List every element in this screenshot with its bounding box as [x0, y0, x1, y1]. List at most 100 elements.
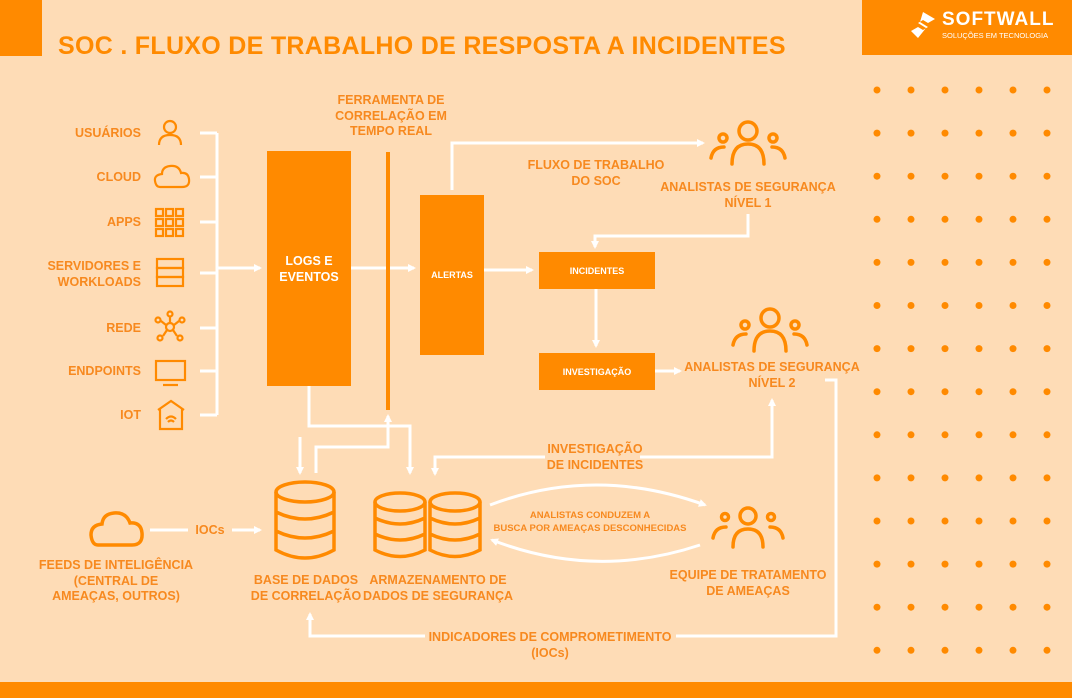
- decorative-dot: [907, 129, 915, 137]
- decorative-dot: [907, 560, 915, 568]
- label-line: FERRAMENTA DE: [337, 93, 445, 107]
- logs-events-line1: LOGS E: [285, 253, 333, 268]
- decorative-dot: [1043, 431, 1051, 439]
- decorative-dot: [975, 86, 983, 94]
- decorative-dot: [941, 86, 949, 94]
- decorative-dot: [1043, 302, 1051, 309]
- label-line: BUSCA POR AMEAÇAS DESCONHECIDAS: [493, 523, 687, 534]
- threat-team-label: EQUIPE DE TRATAMENTO DE AMEAÇAS: [670, 568, 827, 599]
- apps-grid-icon: [154, 207, 185, 238]
- decorative-dot: [1009, 215, 1017, 223]
- decorative-dot: [1043, 517, 1051, 525]
- user-icon: [157, 119, 183, 146]
- investigation-incidents-up-arrow: [640, 398, 776, 459]
- decorative-dot: [873, 560, 881, 568]
- decorative-dot: [873, 345, 881, 353]
- label-line: (CENTRAL DE: [73, 573, 159, 588]
- decorative-dot: [1009, 388, 1017, 396]
- label-line: FEEDS DE INTELIGÊNCIA: [38, 558, 194, 572]
- correlation-tool-bar: [386, 152, 390, 410]
- decorative-dot: [907, 302, 915, 309]
- storage-database-icon-2: [428, 491, 482, 559]
- analysts-l1-people-icon: [709, 120, 787, 166]
- iocs-to-correlation-db-arrow: [306, 612, 425, 638]
- decorative-dot: [907, 215, 915, 223]
- decorative-dot: [873, 302, 881, 309]
- decorative-dot: [907, 172, 915, 180]
- decorative-dot: [907, 603, 915, 611]
- decorative-dot: [907, 388, 915, 396]
- soc-workflow-label: FLUXO DE TRABALHO DO SOC: [528, 158, 665, 189]
- decorative-dot: [975, 517, 983, 525]
- decorative-dot: [1043, 560, 1051, 568]
- decorative-dot: [1043, 646, 1051, 654]
- decorative-dot: [975, 388, 983, 396]
- analysts-l1-label: ANALISTAS DE SEGURANÇA NÍVEL 1: [660, 180, 835, 211]
- label-line: ANALISTAS DE SEGURANÇA: [684, 360, 860, 374]
- alerts-to-analysts-l1-arrow: [450, 139, 705, 190]
- source-label-endpoints: ENDPOINTS: [68, 364, 141, 378]
- decorative-dot: [941, 474, 949, 482]
- footer-bar: [0, 682, 1072, 698]
- softwall-logo-icon: [911, 12, 935, 38]
- label-line: ANALISTAS CONDUZEM A: [529, 510, 651, 521]
- threat-team-people-icon: [711, 506, 785, 549]
- decorative-dot: [975, 172, 983, 180]
- decorative-dot: [873, 86, 881, 94]
- logo-tagline: SOLUÇÕES EM TECNOLOGIA: [942, 31, 1049, 40]
- decorative-dot: [873, 517, 881, 525]
- decorative-dot: [1009, 345, 1017, 353]
- security-storage-label: ARMAZENAMENTO DE DADOS DE SEGURANÇA: [363, 573, 513, 604]
- decorative-dot: [941, 431, 949, 439]
- decorative-dot: [873, 258, 881, 266]
- source-label-servers: SERVIDORES E WORKLOADS: [47, 259, 141, 290]
- decorative-dot: [873, 129, 881, 137]
- source-label-network: REDE: [106, 321, 141, 335]
- source-label-cloud: CLOUD: [96, 170, 141, 184]
- decorative-dot: [1043, 215, 1051, 223]
- decorative-dot: [941, 258, 949, 266]
- decorative-dot: [1009, 646, 1017, 654]
- decorative-dot: [1043, 129, 1051, 137]
- analysts-l2-label: ANALISTAS DE SEGURANÇA NÍVEL 2: [684, 360, 859, 391]
- label-line: NÍVEL 1: [724, 195, 772, 210]
- network-icon: [154, 310, 186, 342]
- decorative-dot: [941, 560, 949, 568]
- logs-to-storage-arrow: [307, 386, 414, 475]
- decorative-dot: [941, 129, 949, 137]
- decorative-dot: [907, 258, 915, 266]
- label-line: INDICADORES DE COMPROMETIMENTO: [428, 630, 672, 644]
- decorative-dot: [1043, 172, 1051, 180]
- decorative-dot: [941, 345, 949, 353]
- threat-hunt-label: ANALISTAS CONDUZEM A BUSCA POR AMEAÇAS DE…: [493, 509, 686, 535]
- decorative-dot: [1009, 172, 1017, 180]
- decorative-dot: [873, 388, 881, 396]
- decorative-dot: [941, 646, 949, 654]
- decorative-dot: [941, 172, 949, 180]
- decorative-dot: [1043, 474, 1051, 482]
- hunt-forward-arc-arrow: [489, 483, 707, 507]
- decorative-dot: [941, 302, 949, 309]
- logo-name: SOFTWALL: [942, 9, 1055, 30]
- decorative-dot: [1043, 86, 1051, 94]
- label-line: DO SOC: [571, 173, 621, 188]
- db-to-correlation-tool-arrow: [314, 414, 392, 473]
- decorative-dot: [941, 388, 949, 396]
- logo-block: SOFTWALL SOLUÇÕES EM TECNOLOGIA: [862, 0, 1072, 55]
- source-label-apps: APPS: [106, 215, 141, 229]
- decorative-dot: [1009, 302, 1017, 309]
- decorative-dot: [975, 302, 983, 309]
- decorative-dot: [907, 517, 915, 525]
- decorative-dot: [1009, 431, 1017, 439]
- decorative-dot: [1043, 258, 1051, 266]
- decorative-dot: [1009, 603, 1017, 611]
- label-line: NÍVEL 2: [748, 375, 796, 390]
- label-line: TEMPO REAL: [350, 124, 432, 138]
- source-label-servers-line1: SERVIDORES E: [47, 259, 141, 273]
- decorative-dot: [1043, 345, 1051, 353]
- incidents-box: INCIDENTES: [539, 252, 655, 289]
- investigation-incidents-down-arrow: [431, 455, 545, 476]
- decorative-dot: [873, 603, 881, 611]
- decorative-dot: [975, 345, 983, 353]
